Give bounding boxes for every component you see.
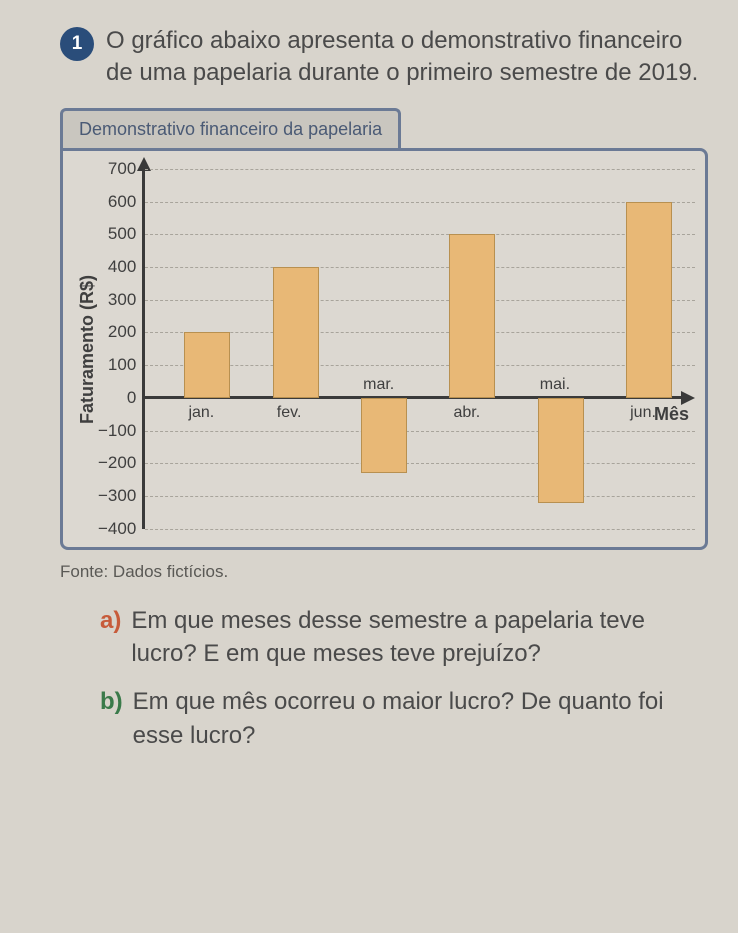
sub-question-a: a) Em que meses desse semestre a papelar…: [100, 604, 708, 671]
sub-letter-b: b): [100, 685, 123, 752]
x-axis-label: Mês: [654, 404, 689, 425]
bar: [273, 267, 319, 398]
grid-line: [145, 202, 695, 203]
grid-line: [145, 496, 695, 497]
sub-text-b: Em que mês ocorreu o maior lucro? De qua…: [133, 685, 708, 752]
chart-area: Faturamento (R$) 7006005004003002001000−…: [73, 169, 695, 529]
category-label: abr.: [453, 404, 480, 422]
grid-line: [145, 529, 695, 530]
question-text: O gráfico abaixo apresenta o demonstrati…: [106, 25, 708, 90]
category-label: jun.: [630, 404, 656, 422]
category-label: fev.: [277, 404, 302, 422]
category-label: jan.: [188, 404, 214, 422]
bar: [626, 202, 672, 398]
y-axis-label: Faturamento (R$): [73, 169, 98, 529]
sub-letter-a: a): [100, 604, 121, 671]
grid-line: [145, 431, 695, 432]
sub-text-a: Em que meses desse semestre a papelaria …: [131, 604, 708, 671]
sub-questions: a) Em que meses desse semestre a papelar…: [60, 604, 708, 752]
grid-line: [145, 234, 695, 235]
chart-frame: Faturamento (R$) 7006005004003002001000−…: [60, 148, 708, 550]
question-header: 1 O gráfico abaixo apresenta o demonstra…: [60, 25, 708, 90]
bar: [361, 398, 407, 473]
bar: [449, 234, 495, 398]
source-note: Fonte: Dados fictícios.: [60, 562, 708, 582]
x-axis-arrow-icon: [681, 391, 695, 405]
category-label: mai.: [540, 376, 570, 394]
grid-line: [145, 267, 695, 268]
bar: [538, 398, 584, 503]
sub-question-b: b) Em que mês ocorreu o maior lucro? De …: [100, 685, 708, 752]
chart-container: Demonstrativo financeiro da papelaria Fa…: [60, 108, 708, 550]
grid-line: [145, 169, 695, 170]
plot-region: jan. fev. mar. abr. mai. jun.Mês: [142, 169, 695, 529]
grid-line: [145, 300, 695, 301]
y-axis-ticks: 7006005004003002001000−100−200−300−400: [98, 169, 142, 529]
grid-line: [145, 463, 695, 464]
chart-title: Demonstrativo financeiro da papelaria: [60, 108, 401, 148]
category-label: mar.: [363, 376, 394, 394]
bar: [184, 332, 230, 397]
question-number-badge: 1: [60, 27, 94, 61]
